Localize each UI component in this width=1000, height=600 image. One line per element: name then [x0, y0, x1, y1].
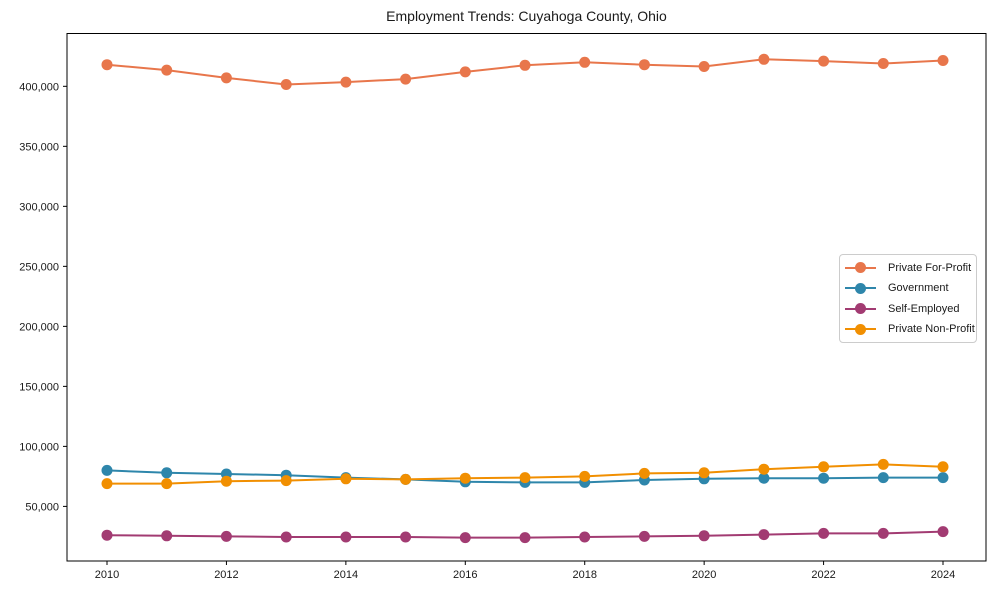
- y-tick-label: 400,000: [19, 81, 59, 93]
- x-tick-label: 2010: [95, 569, 119, 581]
- data-point-self-employed: [400, 531, 412, 543]
- data-point-self-employed: [579, 531, 591, 543]
- data-point-government: [161, 467, 173, 479]
- data-point-private-for-profit: [101, 59, 113, 71]
- data-point-private-for-profit: [877, 58, 889, 69]
- y-axis: 50,000 100,000 150,000 200,000 250,000 300,00…: [19, 81, 67, 513]
- data-point-self-employed: [877, 527, 889, 539]
- legend-item-self-employed: Self-Employed: [845, 299, 972, 319]
- data-point-private-for-profit: [220, 72, 232, 84]
- data-point-private-non-profit: [877, 458, 889, 470]
- data-point-self-employed: [340, 531, 352, 543]
- x-tick-label: 2012: [214, 569, 238, 581]
- data-point-private-for-profit: [400, 73, 412, 85]
- data-point-self-employed: [937, 526, 949, 538]
- x-tick-label: 2018: [572, 569, 596, 581]
- data-point-private-for-profit: [579, 56, 591, 68]
- data-point-private-for-profit: [519, 59, 531, 71]
- data-point-government: [818, 472, 830, 484]
- legend-dot: [855, 282, 866, 294]
- data-point-self-employed: [818, 527, 830, 539]
- data-point-private-non-profit: [400, 473, 412, 485]
- data-point-self-employed: [220, 530, 232, 542]
- x-tick-label: 2014: [334, 569, 358, 581]
- data-point-self-employed: [101, 529, 113, 541]
- y-tick-label: 350,000: [19, 141, 59, 153]
- data-point-self-employed: [161, 530, 173, 542]
- data-point-private-non-profit: [220, 475, 232, 487]
- data-point-private-non-profit: [340, 473, 352, 485]
- legend-line-dot-icon: [845, 282, 876, 294]
- data-point-self-employed: [519, 532, 531, 544]
- data-point-private-non-profit: [818, 461, 830, 473]
- plot-frame: [66, 33, 987, 562]
- data-point-private-non-profit: [101, 478, 113, 490]
- data-point-private-for-profit: [758, 53, 770, 65]
- x-tick-label: 2016: [453, 569, 477, 581]
- chart-title: Employment Trends: Cuyahoga County, Ohio: [386, 8, 667, 24]
- y-tick-label: 200,000: [19, 321, 59, 333]
- series-group-self-employed: [101, 526, 949, 544]
- legend-item-private-for-profit: Private For-Profit: [845, 258, 972, 278]
- legend-item-private-non-profit: Private Non-Profit: [845, 319, 975, 339]
- data-point-private-for-profit: [280, 79, 292, 90]
- legend-dot: [855, 262, 866, 274]
- legend-line-dot-icon: [845, 303, 876, 315]
- legend-dot: [855, 323, 866, 335]
- x-axis: 2010 2012 2014 2016 2018 2020 2022 2024: [95, 561, 955, 581]
- x-tick-label: 2022: [811, 569, 835, 581]
- data-point-private-for-profit: [459, 66, 471, 78]
- data-point-private-for-profit: [937, 55, 949, 66]
- data-point-private-non-profit: [280, 475, 292, 487]
- y-tick-label: 150,000: [19, 381, 59, 393]
- data-point-private-non-profit: [579, 470, 591, 482]
- data-point-self-employed: [698, 530, 710, 542]
- legend-dot: [855, 303, 866, 315]
- data-point-private-non-profit: [638, 467, 650, 479]
- data-point-self-employed: [638, 530, 650, 542]
- data-point-self-employed: [280, 531, 292, 543]
- data-point-government: [101, 464, 113, 476]
- data-point-private-for-profit: [161, 64, 173, 76]
- data-point-private-non-profit: [937, 461, 949, 473]
- x-tick-label: 2020: [692, 569, 716, 581]
- legend-label: Private Non-Profit: [888, 323, 975, 336]
- legend-label: Government: [888, 282, 949, 295]
- series-group-private-non-profit: [101, 458, 949, 490]
- data-point-government: [758, 472, 770, 484]
- data-point-government: [937, 472, 949, 484]
- legend-label: Self-Employed: [888, 302, 960, 315]
- data-point-private-non-profit: [698, 467, 710, 479]
- x-tick-label: 2024: [931, 569, 955, 581]
- data-point-private-for-profit: [638, 59, 650, 71]
- legend: Private For-Profit Government Self-Employe…: [839, 254, 977, 343]
- data-point-private-for-profit: [698, 61, 710, 72]
- data-point-private-non-profit: [519, 472, 531, 484]
- data-point-government: [877, 472, 889, 484]
- legend-label: Private For-Profit: [888, 261, 972, 274]
- legend-line-dot-icon: [845, 323, 876, 335]
- series-group-private-for-profit: [101, 53, 949, 90]
- y-tick-label: 100,000: [19, 441, 59, 453]
- data-point-self-employed: [459, 532, 471, 544]
- y-tick-label: 300,000: [19, 201, 59, 213]
- data-point-private-non-profit: [459, 472, 471, 484]
- y-tick-label: 250,000: [19, 261, 59, 273]
- data-point-self-employed: [758, 529, 770, 541]
- legend-item-government: Government: [845, 278, 972, 298]
- data-point-private-non-profit: [758, 463, 770, 475]
- legend-line-dot-icon: [845, 262, 876, 274]
- data-point-private-non-profit: [161, 478, 173, 490]
- data-point-private-for-profit: [818, 55, 830, 67]
- y-tick-label: 50,000: [25, 501, 59, 513]
- data-point-private-for-profit: [340, 76, 352, 88]
